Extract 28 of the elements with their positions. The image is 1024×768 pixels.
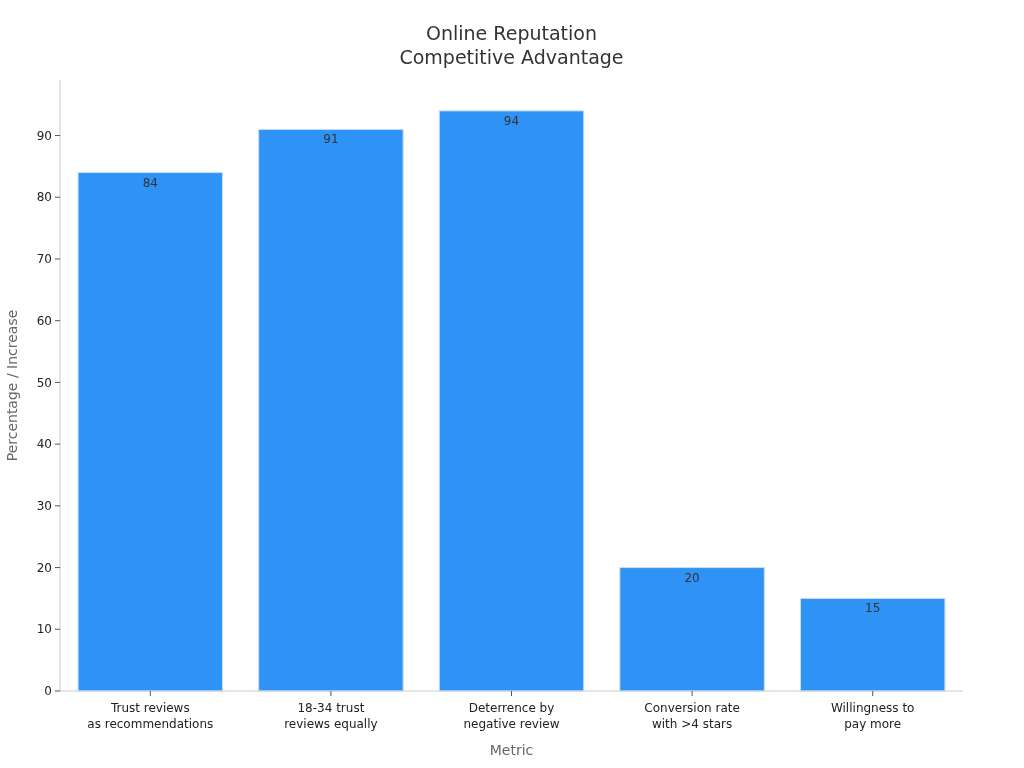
y-tick-label: 90: [36, 128, 52, 143]
data-label: 15: [865, 601, 881, 616]
data-label: 91: [323, 132, 339, 147]
x-axis-title: Metric: [489, 742, 534, 758]
y-tick-label: 50: [36, 375, 52, 390]
data-label: 94: [503, 113, 520, 128]
y-tick-label: 80: [36, 190, 52, 205]
y-tick-label: 20: [36, 560, 52, 575]
y-tick-label: 70: [36, 252, 52, 267]
chart-title: Online Reputation Competitive Advantage: [399, 22, 624, 68]
x-tick-label: Trust reviews as recommendations: [87, 701, 214, 731]
y-axis-title: Percentage / Increase: [4, 309, 20, 462]
bar: [438, 110, 585, 692]
x-tick-label: 18-34 trust reviews equally: [284, 701, 378, 731]
x-tick-label: Deterrence by negative review: [463, 701, 560, 731]
x-tick-label: Willingness to pay more: [830, 701, 915, 731]
bar: [619, 567, 765, 692]
data-label: 20: [684, 570, 700, 585]
y-tick-label: 60: [36, 313, 52, 328]
bar: [258, 128, 404, 692]
data-label: 84: [142, 175, 158, 190]
y-tick-label: 10: [36, 622, 52, 637]
bar: [799, 597, 946, 692]
bar: [77, 172, 224, 692]
y-tick-label: 40: [36, 437, 52, 452]
y-tick-label: 30: [36, 499, 52, 514]
y-tick-label: 0: [44, 684, 52, 699]
x-tick-label: Conversion rate with >4 stars: [644, 701, 740, 731]
